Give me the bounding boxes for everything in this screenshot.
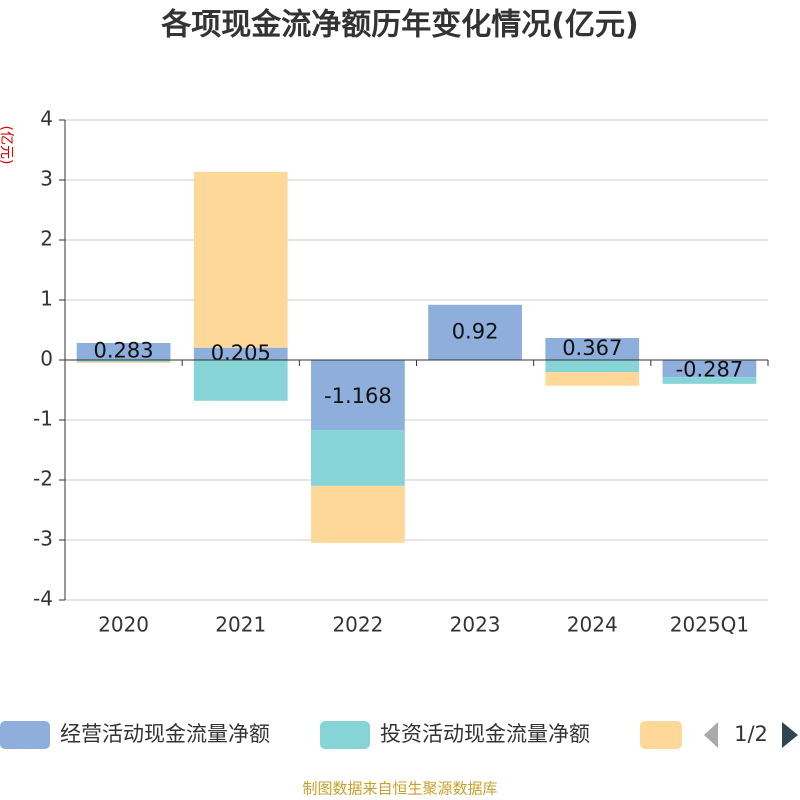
y-tick-label: -3 — [33, 527, 53, 551]
bar — [311, 485, 405, 543]
y-tick-label: -4 — [33, 587, 53, 611]
bar — [428, 304, 522, 360]
source-note: 制图数据来自恒生聚源数据库 — [302, 780, 497, 798]
bar — [193, 347, 288, 360]
bar — [545, 372, 640, 386]
y-tick-label: 1 — [40, 287, 53, 311]
y-tick-label: 2 — [40, 227, 53, 251]
y-tick-label: -2 — [33, 467, 53, 491]
bar — [662, 360, 757, 378]
data-label: 0.283 — [94, 339, 154, 363]
bar — [193, 171, 288, 348]
x-tick-label: 2020 — [98, 613, 149, 637]
data-label: -0.287 — [676, 358, 744, 382]
bar — [76, 361, 171, 363]
data-label: 0.205 — [211, 341, 271, 365]
legend-prev[interactable] — [704, 722, 718, 748]
data-label: -1.168 — [324, 384, 392, 408]
legend-label: 投资活动现金流量净额 — [380, 722, 590, 746]
x-tick-label: 2022 — [332, 613, 383, 637]
bar — [76, 343, 171, 360]
bar — [311, 430, 405, 486]
bar — [662, 377, 757, 384]
legend-page: 1/2 — [734, 722, 768, 746]
x-tick-label: 2024 — [567, 613, 618, 637]
y-tick-label: -1 — [33, 407, 53, 431]
y-tick-label: 0 — [40, 347, 53, 371]
chart-title: 各项现金流净额历年变化情况(亿元) — [160, 8, 638, 43]
x-tick-label: 2023 — [450, 613, 501, 637]
bar — [545, 337, 640, 360]
bar — [545, 360, 640, 372]
legend-swatch — [640, 721, 682, 749]
legend-label: 经营活动现金流量净额 — [60, 722, 270, 746]
x-tick-label: 2021 — [215, 613, 266, 637]
data-label: 0.92 — [452, 319, 499, 343]
legend-swatch — [0, 721, 50, 749]
y-tick-label: 4 — [40, 107, 53, 131]
bar — [76, 360, 171, 362]
legend-swatch — [320, 721, 370, 749]
bar — [311, 360, 405, 431]
bar — [193, 360, 288, 401]
x-tick-label: 2025Q1 — [670, 613, 749, 637]
legend-next[interactable] — [782, 722, 798, 748]
y-tick-label: 3 — [40, 167, 53, 191]
y-axis-label: (亿元) — [0, 126, 14, 165]
data-label: 0.367 — [562, 336, 622, 360]
